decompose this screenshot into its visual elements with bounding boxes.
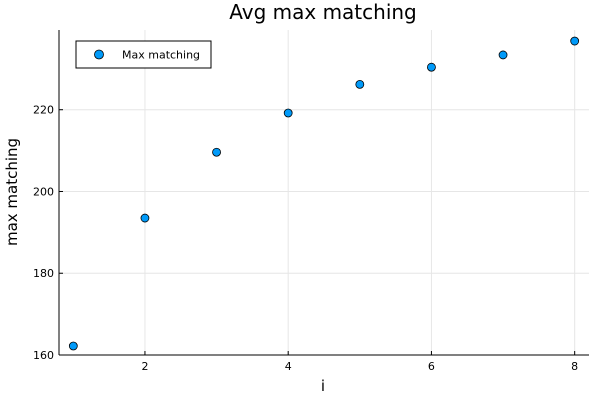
y-tick-label: 220 — [33, 104, 54, 117]
x-tick-label: 4 — [285, 360, 292, 373]
legend-label: Max matching — [122, 49, 200, 62]
data-points — [68, 36, 580, 351]
data-point — [427, 62, 436, 72]
y-axis-label: max matching — [3, 138, 21, 246]
x-tick-label: 8 — [571, 360, 578, 373]
legend: Max matching — [75, 40, 212, 69]
x-tick-label: 2 — [141, 360, 148, 373]
grid-lines — [59, 30, 589, 356]
data-point — [570, 36, 580, 46]
y-tick-label: 160 — [33, 349, 54, 362]
y-tick-label: 180 — [33, 267, 54, 280]
data-point — [68, 341, 78, 351]
data-point — [212, 147, 221, 157]
data-point — [498, 50, 508, 60]
x-tick-label: 6 — [428, 360, 435, 373]
data-point — [283, 108, 293, 118]
y-tick-label: 200 — [33, 185, 54, 198]
x-axis-ticks: 2 4 6 8 — [141, 351, 578, 373]
chart-title: Avg max matching — [229, 0, 417, 24]
y-axis-ticks: 160 180 200 220 — [33, 104, 63, 362]
x-axis-label: i — [321, 377, 325, 395]
data-point — [140, 213, 150, 223]
data-point — [355, 79, 365, 89]
legend-marker — [94, 49, 104, 60]
